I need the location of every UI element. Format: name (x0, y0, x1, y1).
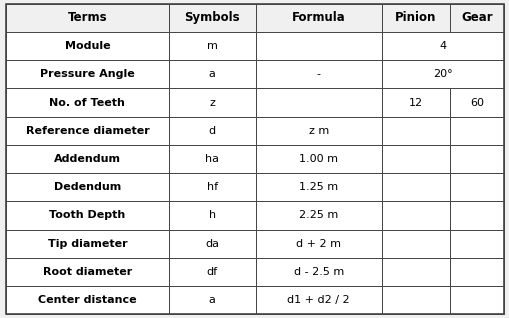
Text: d + 2 m: d + 2 m (296, 238, 341, 249)
Text: Addendum: Addendum (54, 154, 121, 164)
Text: z: z (209, 98, 215, 107)
Bar (256, 286, 381, 314)
Text: 12: 12 (408, 98, 422, 107)
Text: da: da (205, 238, 219, 249)
Text: Pinion: Pinion (394, 11, 436, 24)
Bar (168, 145, 256, 173)
Text: Reference diameter: Reference diameter (25, 126, 149, 136)
Bar (168, 60, 256, 88)
Text: Terms: Terms (68, 11, 107, 24)
Bar (168, 32, 256, 60)
Text: -: - (316, 69, 320, 80)
Bar (381, 286, 449, 314)
Text: Symbols: Symbols (184, 11, 240, 24)
Bar (168, 286, 256, 314)
Bar (168, 88, 256, 117)
Bar (381, 173, 449, 201)
Bar (256, 32, 381, 60)
Bar (256, 60, 381, 88)
Text: a: a (208, 295, 215, 305)
Bar (6, 60, 168, 88)
Text: d1 + d2 / 2: d1 + d2 / 2 (287, 295, 349, 305)
Bar (168, 258, 256, 286)
Bar (449, 230, 503, 258)
Text: d - 2.5 m: d - 2.5 m (293, 267, 343, 277)
Bar (449, 117, 503, 145)
Bar (381, 258, 449, 286)
Bar (6, 117, 168, 145)
Bar (381, 32, 503, 60)
Bar (256, 88, 381, 117)
Text: d: d (208, 126, 215, 136)
Bar (168, 117, 256, 145)
Bar (256, 201, 381, 230)
Text: Root diameter: Root diameter (43, 267, 132, 277)
Bar (449, 88, 503, 117)
Bar (256, 4, 381, 32)
Text: ha: ha (205, 154, 219, 164)
Text: 60: 60 (469, 98, 483, 107)
Bar (381, 201, 449, 230)
Bar (168, 230, 256, 258)
Bar (6, 173, 168, 201)
Bar (168, 201, 256, 230)
Text: 2.25 m: 2.25 m (298, 211, 337, 220)
Bar (6, 286, 168, 314)
Text: a: a (208, 69, 215, 80)
Text: m: m (207, 41, 217, 51)
Text: z m: z m (308, 126, 328, 136)
Text: Gear: Gear (460, 11, 492, 24)
Text: Formula: Formula (291, 11, 345, 24)
Bar (449, 201, 503, 230)
Text: No. of Teeth: No. of Teeth (49, 98, 125, 107)
Text: 4: 4 (438, 41, 445, 51)
Bar (381, 88, 449, 117)
Bar (256, 230, 381, 258)
Bar (256, 117, 381, 145)
Text: 20°: 20° (432, 69, 451, 80)
Text: df: df (206, 267, 217, 277)
Bar (381, 4, 449, 32)
Bar (381, 60, 503, 88)
Bar (6, 258, 168, 286)
Text: hf: hf (206, 182, 217, 192)
Bar (6, 88, 168, 117)
Text: Module: Module (65, 41, 110, 51)
Bar (256, 258, 381, 286)
Bar (449, 286, 503, 314)
Bar (449, 258, 503, 286)
Text: Tip diameter: Tip diameter (47, 238, 127, 249)
Bar (381, 230, 449, 258)
Bar (381, 117, 449, 145)
Bar (6, 4, 168, 32)
Text: Center distance: Center distance (38, 295, 136, 305)
Bar (6, 201, 168, 230)
Text: 1.25 m: 1.25 m (298, 182, 337, 192)
Bar (256, 145, 381, 173)
Bar (168, 173, 256, 201)
Text: Tooth Depth: Tooth Depth (49, 211, 125, 220)
Bar (6, 145, 168, 173)
Bar (168, 4, 256, 32)
Bar (6, 32, 168, 60)
Bar (256, 173, 381, 201)
Text: h: h (208, 211, 215, 220)
Text: 1.00 m: 1.00 m (299, 154, 337, 164)
Bar (6, 230, 168, 258)
Bar (449, 145, 503, 173)
Bar (449, 4, 503, 32)
Bar (449, 173, 503, 201)
Text: Pressure Angle: Pressure Angle (40, 69, 134, 80)
Text: Dedendum: Dedendum (53, 182, 121, 192)
Bar (381, 145, 449, 173)
